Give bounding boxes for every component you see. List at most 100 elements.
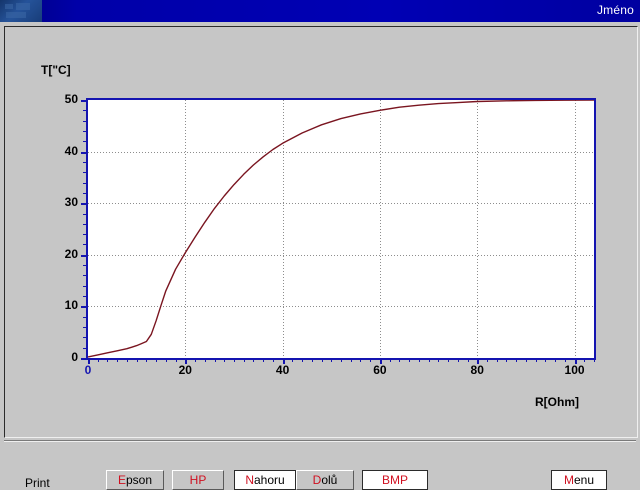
x-tick-mark-minor [331,358,333,362]
x-tick-mark [477,358,480,364]
y-tick-mark [81,306,86,309]
y-tick-mark-minor [83,275,86,277]
x-tick-mark-minor [224,358,226,362]
grid-line-vertical [575,100,576,358]
y-tick-label: 0 [71,350,78,364]
y-tick-label: 40 [64,143,78,158]
button-hotkey: BMP [381,473,408,487]
grid-line-vertical [185,100,186,358]
x-tick-mark-minor [486,358,488,362]
y-tick-mark-minor [83,327,86,329]
y-tick-label: 30 [64,195,78,210]
client-area: T["C] R[Ohm] 0 10 20 30 40 50 0 20 40 60 80 100 Pr… [0,22,640,490]
x-tick-mark-minor [263,358,265,362]
y-tick-mark-minor [83,120,86,122]
x-tick-mark-minor [321,358,323,362]
toolbar-separator [4,440,636,442]
button-hotkey: HP [189,473,207,487]
y-tick-mark-minor [83,285,86,287]
x-tick-mark-minor [107,358,109,362]
y-tick-label: 50 [64,92,78,106]
x-tick-mark-minor [448,358,450,362]
y-tick-mark-minor [83,296,86,298]
button-hotkey: M [563,473,574,487]
x-tick-mark-minor [214,358,216,362]
x-tick-mark [88,358,90,364]
x-tick-mark-minor [311,358,313,362]
x-tick-mark-minor [360,358,362,362]
x-tick-mark-minor [467,358,469,362]
x-tick-mark-minor [516,358,518,362]
x-tick-mark-minor [253,358,255,362]
x-tick-mark [282,358,285,364]
chart-panel: T["C] R[Ohm] 0 10 20 30 40 50 0 20 40 60 80 100 [4,26,638,438]
button-label: ahoru [253,473,285,487]
hp-button[interactable]: HP [172,470,224,490]
grid-line-horizontal [88,152,594,153]
x-tick-mark-minor [545,358,547,362]
x-tick-mark-minor [409,358,411,362]
app-logo-icon [0,0,42,22]
x-tick-mark-minor [370,358,372,362]
x-tick-mark-minor [418,358,420,362]
y-tick-mark-minor [83,110,86,112]
x-tick-mark-minor [292,358,294,362]
y-tick-mark [81,358,86,360]
grid-line-horizontal [88,306,594,307]
x-tick-mark-minor [535,358,537,362]
x-tick-mark-minor [117,358,119,362]
plot-area [86,98,596,360]
grid-line-vertical [380,100,381,358]
x-tick-mark-minor [126,358,128,362]
title-bar: Jméno [0,0,640,22]
y-tick-mark-minor [83,244,86,246]
y-tick-mark-minor [83,161,86,163]
grid-line-vertical [477,100,478,358]
x-tick-mark-minor [457,358,459,362]
x-tick-mark-minor [584,358,586,362]
x-tick-mark-minor [350,358,352,362]
grid-line-horizontal [88,255,594,256]
x-tick-mark-minor [428,358,430,362]
x-tick-label: 20 [178,363,192,377]
y-tick-mark-minor [83,213,86,215]
y-tick-mark-minor [83,337,86,339]
bmp-button[interactable]: BMP [362,470,428,490]
x-tick-mark-minor [233,358,235,362]
y-tick-mark-minor [83,265,86,267]
x-tick-mark-minor [302,358,304,362]
x-tick-mark-minor [136,358,138,362]
y-tick-label: 10 [64,298,78,313]
chart: T["C] R[Ohm] 0 10 20 30 40 50 0 20 40 60 80 100 [5,27,637,437]
y-tick-mark [81,254,86,257]
x-tick-mark-minor [399,358,401,362]
x-tick-mark [574,358,577,364]
window-title: Jméno [596,3,634,17]
x-tick-mark-minor [165,358,167,362]
x-tick-label: 60 [373,363,387,377]
y-tick-label: 20 [64,246,78,261]
button-label: pson [125,473,153,487]
x-tick-mark-minor [496,358,498,362]
x-tick-mark-minor [506,358,508,362]
x-tick-label: 80 [470,363,484,377]
y-axis-label: T["C] [41,63,71,77]
y-tick-mark-minor [83,182,86,184]
x-tick-label: 40 [275,363,290,377]
y-tick-mark-minor [83,130,86,132]
x-tick-mark-minor [525,358,527,362]
y-tick-mark [81,151,86,154]
button-label: olů [321,473,338,487]
button-hotkey: E [117,473,126,487]
x-tick-mark-minor [195,358,197,362]
y-tick-mark [81,100,86,102]
x-tick-mark [379,358,382,364]
x-tick-mark-minor [555,358,557,362]
x-tick-mark-minor [564,358,566,362]
